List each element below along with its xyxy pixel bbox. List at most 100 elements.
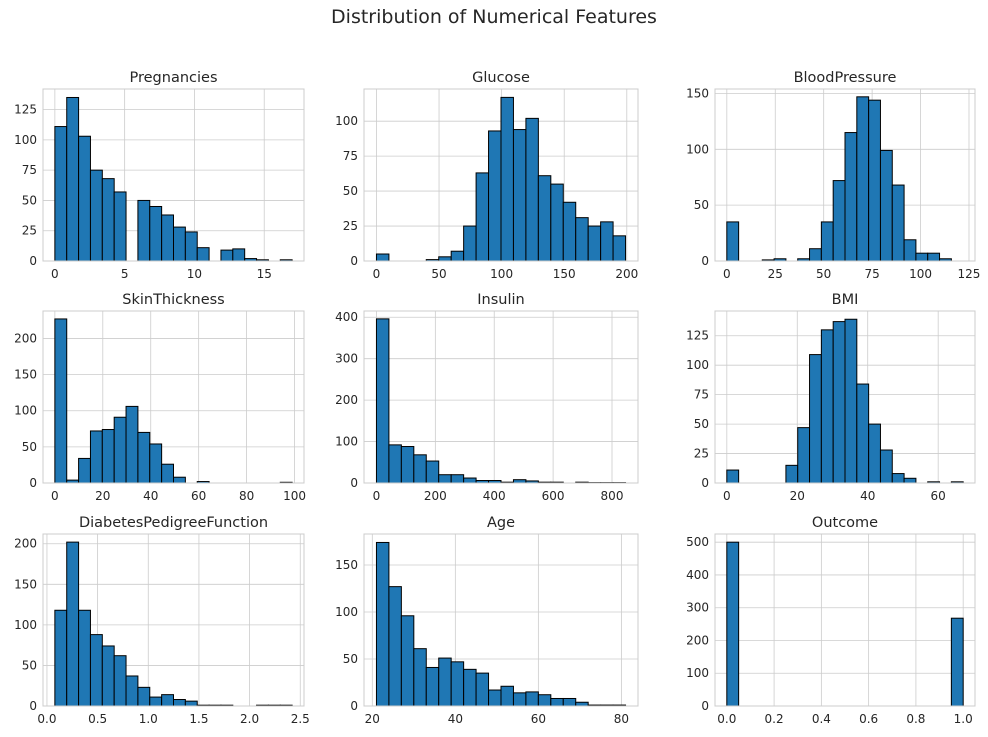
histogram-bar [173,699,186,707]
histogram-bar [575,701,589,707]
histogram-bar [809,354,822,484]
histogram-bar [785,464,799,484]
x-tick-label: 0.0 [37,712,56,726]
x-tick-label: 5 [121,267,129,281]
histogram-bar [868,423,881,484]
subplot-insulin: 0 200 400 600 800 0 100 200 300 400 Insulin [335,292,639,503]
x-tick-label: 1.0 [954,712,973,726]
histogram-bar [184,231,198,262]
histogram-bar [173,226,186,262]
histogram-bar [475,172,490,262]
histogram-bar [375,318,390,484]
histogram-bar [101,429,115,484]
x-tick-label: 80 [239,489,254,503]
x-tick-label: 0.2 [765,712,784,726]
y-tick-label: 50 [343,652,358,666]
histogram-bar [89,634,103,707]
histogram-bar [550,697,564,707]
histogram-bar [137,199,151,262]
y-tick-label: 50 [22,440,37,454]
histogram-bar [927,252,941,262]
y-tick-label: 0 [29,476,37,490]
x-tick-label: 20 [95,489,110,503]
histogram-bar [125,405,139,484]
histogram-bar [879,149,893,262]
histogram-bar [196,247,210,262]
histogram-bar [54,609,68,707]
histogram-bar [113,416,127,484]
histogram-bar [149,205,163,262]
histogram-bar [820,221,834,262]
x-tick-label: 20 [365,712,380,726]
x-tick-label: 200 [615,267,638,281]
x-tick-label: 0.8 [906,712,925,726]
subplot-title: BMI [832,292,859,308]
histogram-bar [388,444,402,484]
y-tick-label: 0 [701,254,709,268]
subplot-title: DiabetesPedigreeFunction [79,515,268,531]
histogram-bar [797,427,811,484]
y-tick-label: 150 [14,368,37,382]
x-tick-label: 40 [860,489,875,503]
histogram-bar [89,169,103,262]
y-tick-label: 75 [343,149,358,163]
y-tick-label: 200 [686,633,709,647]
histogram-bar [844,132,858,262]
axes-frame [714,88,976,262]
histogram-bar [903,477,917,484]
subplot-title: Glucose [472,70,530,86]
histogram-bar [500,96,514,262]
histogram-bar [149,443,163,484]
histogram-bar [463,668,477,707]
histogram-bar [891,473,905,484]
histogram-bar [113,191,127,262]
y-tick-label: 300 [335,352,358,366]
figure-title: Distribution of Numerical Features [331,6,657,28]
y-tick-label: 50 [22,193,37,207]
subplot-pregnancies: 0 5 10 15 0 25 50 75 100 125 Pregnancies [14,70,305,281]
x-tick-label: 125 [958,267,981,281]
y-tick-label: 50 [343,184,358,198]
histogram-bar [856,383,870,484]
histogram-bar [161,214,175,262]
x-tick-label: 100 [490,267,513,281]
histogram-bar [54,318,68,484]
y-tick-label: 300 [686,601,709,615]
y-tick-label: 150 [14,577,37,591]
y-tick-label: 25 [22,224,37,238]
histogram-bar [137,431,151,484]
histogram-bar [66,541,80,707]
y-tick-label: 100 [335,114,358,128]
histogram-bar [525,117,539,262]
x-tick-label: 60 [191,489,206,503]
histogram-bar [512,692,527,707]
subplot-title: Insulin [477,292,524,308]
subplot-glucose: 0 50 100 150 200 0 25 50 75 100 Glucose [335,70,639,281]
histogram-bar [550,183,564,262]
histogram-bar [820,329,834,484]
y-tick-label: 0 [350,699,358,713]
histogram-bar [161,463,175,484]
histogram-bar [450,661,465,707]
histogram-bar [113,655,127,707]
x-tick-label: 75 [864,267,879,281]
subplot-title: Age [487,515,515,531]
histogram-bar [562,697,577,707]
y-tick-label: 0 [29,699,37,713]
y-tick-label: 100 [335,605,358,619]
x-tick-label: 0.6 [859,712,878,726]
histogram-bar [137,686,151,707]
histogram-bar [915,252,929,262]
histogram-bar [375,541,390,707]
histogram-bar [400,446,415,484]
subplot-title: Outcome [812,515,878,531]
histogram-bar [78,135,91,262]
y-tick-label: 50 [694,198,709,212]
y-tick-label: 100 [686,358,709,372]
histogram-bar [232,248,246,262]
x-tick-label: 50 [816,267,831,281]
histogram-bar [726,541,740,707]
histogram-bar [450,474,465,484]
subplot-skin-thickness: 0 20 40 60 80 100 0 50 100 150 200 SkinThickness [14,292,306,503]
x-tick-label: 600 [542,489,565,503]
